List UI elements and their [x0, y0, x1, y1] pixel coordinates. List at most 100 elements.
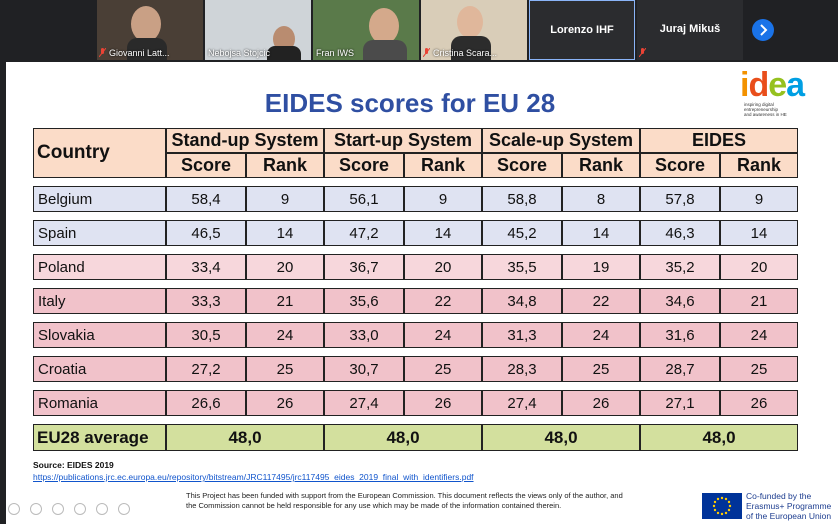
participant-name: Lorenzo IHF: [550, 24, 614, 36]
score-cell: 30,5: [166, 322, 246, 348]
score-cell: 34,8: [482, 288, 562, 314]
participant-tile-lorenzo[interactable]: Lorenzo IHF: [529, 0, 635, 60]
participants-strip: Giovanni Latt... Nebojsa Stojcic Fran IW…: [0, 0, 838, 62]
rank-header: Rank: [404, 153, 482, 178]
participant-video: [273, 26, 295, 52]
participant-tile-juraj[interactable]: Juraj Mikuš: [637, 0, 743, 60]
score-cell: 56,1: [324, 186, 404, 212]
slide-toolbar: [8, 502, 140, 516]
source-label: Source: EIDES 2019: [33, 460, 114, 470]
rank-cell: 26: [562, 390, 640, 416]
rank-cell: 22: [562, 288, 640, 314]
participant-tile-cristina[interactable]: Cristina Scara...: [421, 0, 527, 60]
mic-muted-icon: [99, 48, 106, 57]
participant-tile-fran[interactable]: Fran IWS: [313, 0, 419, 60]
zoom-button[interactable]: [96, 503, 108, 515]
score-cell: 58,4: [166, 186, 246, 212]
eides-table: Country Stand-up System Start-up System …: [33, 128, 798, 451]
participant-name: Giovanni Latt...: [109, 48, 170, 58]
pen-tool-button[interactable]: [52, 503, 64, 515]
erasmus-logo: Co-funded by the Erasmus+ Programme of t…: [702, 490, 838, 521]
rank-cell: 25: [404, 356, 482, 382]
country-cell: Croatia: [33, 356, 166, 382]
rank-cell: 9: [720, 186, 798, 212]
view-button[interactable]: [74, 503, 86, 515]
rank-cell: 24: [246, 322, 324, 348]
score-cell: 28,3: [482, 356, 562, 382]
chevron-right-icon: [760, 24, 768, 36]
score-cell: 27,2: [166, 356, 246, 382]
participant-name: Juraj Mikuš: [659, 23, 721, 35]
slide-title: EIDES scores for EU 28: [264, 88, 556, 118]
next-participants-button[interactable]: [752, 19, 774, 41]
mic-muted-icon: [639, 48, 646, 57]
next-slide-button[interactable]: [30, 503, 42, 515]
rank-cell: 25: [720, 356, 798, 382]
score-cell: 28,7: [640, 356, 720, 382]
rank-cell: 24: [720, 322, 798, 348]
score-cell: 27,4: [324, 390, 404, 416]
participant-video: [369, 8, 399, 44]
table-row: Belgium 58,4 9 56,1 9 58,8 8 57,8 9: [33, 186, 798, 212]
score-header: Score: [482, 153, 562, 178]
table-row: Poland 33,4 20 36,7 20 35,5 19 35,2 20: [33, 254, 798, 280]
disclaimer-text: This Project has been funded with suppor…: [186, 491, 623, 510]
score-cell: 46,5: [166, 220, 246, 246]
rank-cell: 9: [246, 186, 324, 212]
rank-cell: 9: [404, 186, 482, 212]
country-cell: Romania: [33, 390, 166, 416]
score-cell: 35,5: [482, 254, 562, 280]
average-value: 48,0: [640, 424, 798, 451]
rank-cell: 21: [720, 288, 798, 314]
country-cell: Spain: [33, 220, 166, 246]
score-cell: 30,7: [324, 356, 404, 382]
rank-cell: 19: [562, 254, 640, 280]
score-header: Score: [640, 153, 720, 178]
table-body: Belgium 58,4 9 56,1 9 58,8 8 57,8 9 Spain 46,5 14 47…: [33, 178, 798, 416]
score-cell: 26,6: [166, 390, 246, 416]
source-link[interactable]: https://publications.jrc.ec.europa.eu/re…: [33, 472, 474, 482]
shared-slide: EIDES scores for EU 28 idea inspiring di…: [6, 62, 838, 524]
participant-video: [457, 6, 483, 38]
rank-header: Rank: [246, 153, 324, 178]
score-cell: 36,7: [324, 254, 404, 280]
participant-name: Nebojsa Stojcic: [208, 48, 271, 58]
score-cell: 46,3: [640, 220, 720, 246]
group-header: Stand-up System: [166, 128, 324, 153]
score-header: Score: [166, 153, 246, 178]
more-options-button[interactable]: [118, 503, 130, 515]
rank-header: Rank: [720, 153, 798, 178]
score-cell: 31,3: [482, 322, 562, 348]
score-cell: 45,2: [482, 220, 562, 246]
country-cell: Belgium: [33, 186, 166, 212]
rank-cell: 24: [404, 322, 482, 348]
rank-cell: 25: [246, 356, 324, 382]
country-cell: Poland: [33, 254, 166, 280]
score-cell: 33,4: [166, 254, 246, 280]
score-cell: 27,4: [482, 390, 562, 416]
prev-slide-button[interactable]: [8, 503, 20, 515]
score-cell: 47,2: [324, 220, 404, 246]
score-cell: 35,2: [640, 254, 720, 280]
country-cell: Italy: [33, 288, 166, 314]
rank-cell: 14: [720, 220, 798, 246]
average-value: 48,0: [324, 424, 482, 451]
score-cell: 57,8: [640, 186, 720, 212]
score-cell: 35,6: [324, 288, 404, 314]
participant-tile-nebojsa[interactable]: Nebojsa Stojcic: [205, 0, 311, 60]
table-row: Croatia 27,2 25 30,7 25 28,3 25 28,7 25: [33, 356, 798, 382]
score-header: Score: [324, 153, 404, 178]
group-header: EIDES: [640, 128, 798, 153]
score-cell: 58,8: [482, 186, 562, 212]
country-cell: Slovakia: [33, 322, 166, 348]
average-label: EU28 average: [33, 424, 166, 451]
rank-header: Rank: [562, 153, 640, 178]
average-value: 48,0: [166, 424, 324, 451]
eu28-average-row: EU28 average 48,0 48,0 48,0 48,0: [33, 424, 798, 451]
score-cell: 33,3: [166, 288, 246, 314]
average-value: 48,0: [482, 424, 640, 451]
score-cell: 27,1: [640, 390, 720, 416]
rank-cell: 20: [246, 254, 324, 280]
participant-tile-giovanni[interactable]: Giovanni Latt...: [97, 0, 203, 60]
group-header: Start-up System: [324, 128, 482, 153]
